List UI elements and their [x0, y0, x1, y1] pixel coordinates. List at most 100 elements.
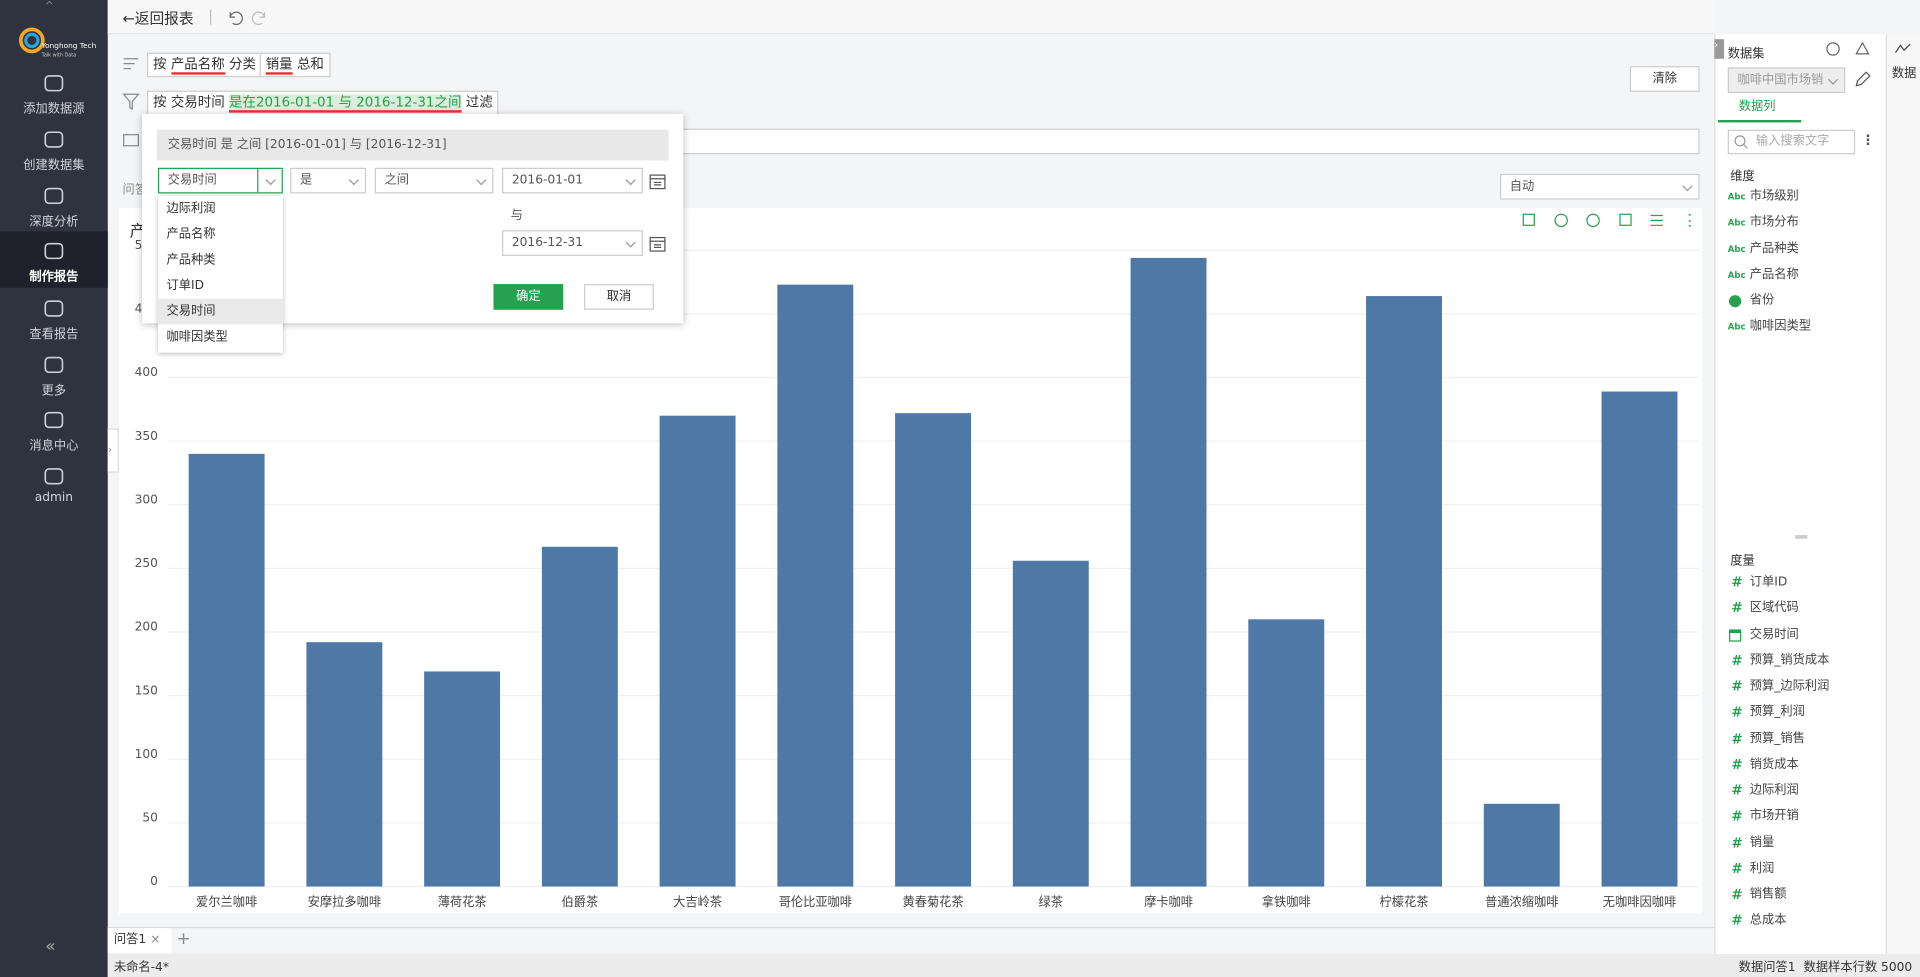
field-type-icon: # — [1731, 704, 1743, 721]
filter-chip[interactable]: 按 交易时间 是在2016-01-01 与 2016-12-31之间 过滤 — [146, 90, 499, 116]
refresh[interactable] — [1826, 42, 1840, 56]
collapse-up[interactable]: ^ — [45, 0, 54, 12]
tool[interactable] — [1522, 213, 1535, 226]
nav-item[interactable]: admin — [0, 457, 108, 513]
search-input[interactable]: 输入搜索文字 — [1727, 129, 1856, 155]
field-item[interactable]: Abc 产品名称 — [1728, 264, 1881, 286]
bar — [1601, 391, 1678, 887]
field-type-icon: Abc — [1727, 192, 1746, 203]
measure-chip[interactable]: 销量 总和 — [259, 52, 330, 78]
calendar-to[interactable] — [649, 235, 666, 252]
tool[interactable] — [1586, 213, 1600, 228]
redo[interactable] — [251, 11, 266, 26]
tool[interactable] — [1619, 213, 1632, 226]
field-item[interactable]: # 销量 — [1728, 832, 1881, 854]
calendar-from[interactable] — [649, 173, 666, 190]
field-item[interactable]: # 总成本 — [1728, 910, 1881, 932]
field-item[interactable]: # 销售额 — [1728, 884, 1881, 906]
back-button[interactable]: ←返回报表 — [122, 7, 193, 28]
more-menu[interactable]: ⋮ — [1861, 132, 1875, 149]
mode-select[interactable]: 自动 — [1500, 173, 1700, 200]
nav-item[interactable]: 添加数据源 — [0, 64, 108, 120]
x-tick-label: 无咖啡因咖啡 — [1603, 894, 1676, 909]
nav-item[interactable]: 深度分析 — [0, 176, 108, 232]
side-tab[interactable]: 数据 — [1891, 67, 1917, 81]
tool[interactable] — [1650, 214, 1663, 226]
nav-label: 创建数据集 — [23, 159, 85, 173]
field-select[interactable]: 交易时间 — [157, 167, 283, 194]
logo-subtext: Talk with Data — [41, 51, 77, 58]
clear-button[interactable]: 清除 — [1629, 66, 1700, 92]
panel-toggle[interactable]: › — [1714, 39, 1725, 59]
field-item[interactable]: # 订单ID — [1728, 572, 1881, 594]
field-type-icon: Abc — [1727, 270, 1746, 281]
field-item[interactable]: Abc 市场级别 — [1728, 186, 1881, 208]
field-item[interactable]: # 销货成本 — [1728, 754, 1881, 776]
operator-select[interactable]: 是 — [290, 167, 367, 194]
condition: 是在2016-01-01 与 2016-12-31之间 — [228, 94, 462, 113]
field-type-icon: # — [1731, 678, 1743, 695]
undo[interactable] — [229, 11, 243, 26]
dropdown-option[interactable]: 交易时间 — [157, 298, 283, 325]
field-item[interactable]: # 市场开销 — [1728, 806, 1881, 828]
field-item[interactable]: Abc 咖啡因类型 — [1728, 316, 1881, 338]
bar — [541, 546, 618, 887]
dropdown-option[interactable]: 产品种类 — [166, 253, 216, 267]
expand-handle[interactable]: › — [107, 428, 119, 473]
logo-text: Yonghong Tech — [41, 41, 97, 51]
chart: 050100150200250300350400450500爱尔兰咖啡安摩拉多咖… — [135, 238, 1699, 909]
field-type-icon: # — [1731, 860, 1743, 877]
collapse-button[interactable]: « — [45, 936, 56, 957]
dropdown-option[interactable]: 订单ID — [166, 279, 205, 293]
status-rows: 数据样本行数 5000 — [1803, 961, 1913, 975]
field-item[interactable]: # 利润 — [1728, 858, 1881, 880]
nav-item[interactable]: 制作报告 — [0, 231, 108, 288]
field: 交易时间 — [170, 94, 225, 111]
dropdown-option[interactable]: 产品名称 — [166, 227, 216, 242]
share[interactable] — [1855, 41, 1870, 55]
edit-dataset[interactable] — [1853, 70, 1873, 90]
field-item[interactable]: # 边际利润 — [1728, 780, 1881, 802]
nav-item[interactable]: 更多 — [0, 345, 108, 401]
field-select-toggle[interactable] — [257, 168, 281, 193]
field-name: 省份 — [1749, 293, 1775, 308]
ok-button[interactable]: 确定 — [493, 284, 564, 310]
tab[interactable]: 问答1 × — [107, 928, 172, 953]
field-item[interactable]: Abc 产品种类 — [1728, 238, 1881, 260]
tab-close[interactable]: × — [150, 933, 161, 947]
nav-label: 制作报告 — [29, 270, 79, 285]
tool[interactable] — [1554, 213, 1568, 228]
text: 过滤 — [465, 94, 493, 111]
group-icon — [123, 58, 139, 70]
splitter[interactable] — [1719, 535, 1881, 539]
dataset-select[interactable]: 咖啡中国市场销 — [1727, 67, 1846, 94]
field: 销量 — [265, 56, 293, 75]
field-item[interactable]: 省份 — [1728, 290, 1881, 312]
nav-item[interactable]: 创建数据集 — [0, 120, 108, 176]
field-name: 订单ID — [1749, 575, 1788, 589]
y-tick-label: 50 — [142, 811, 158, 825]
bar — [1248, 619, 1325, 887]
nav-item[interactable]: 查看报告 — [0, 289, 108, 345]
group-chip[interactable]: 按 产品名称 分类 — [146, 52, 263, 78]
cancel-button[interactable]: 取消 — [584, 284, 654, 310]
field-item[interactable]: Abc 市场分布 — [1728, 212, 1881, 234]
relation-select[interactable]: 之间 — [374, 167, 494, 194]
field-item[interactable]: # 预算_利润 — [1728, 702, 1881, 724]
field-item[interactable]: # 预算_销货成本 — [1728, 650, 1881, 672]
nav-item[interactable]: 消息中心 — [0, 400, 108, 456]
field-item[interactable]: # 预算_边际利润 — [1728, 676, 1881, 698]
back-arrow: ← — [122, 9, 135, 27]
nav-label: 添加数据源 — [23, 102, 85, 117]
field-item[interactable]: 交易时间 — [1728, 624, 1881, 646]
add-tab[interactable]: + — [176, 929, 191, 949]
field-item[interactable]: # 区域代码 — [1728, 598, 1881, 620]
field-item[interactable]: # 预算_销售 — [1728, 728, 1881, 750]
to-date[interactable]: 2016-12-31 — [502, 230, 643, 256]
dropdown-option[interactable]: 咖啡因类型 — [166, 330, 228, 345]
dropdown-option[interactable]: 边际利润 — [166, 202, 216, 216]
field-name: 产品种类 — [1749, 241, 1799, 256]
measures-title: 度量 — [1730, 554, 1755, 569]
panel-tab[interactable]: 数据列 — [1717, 98, 1802, 123]
from-date[interactable]: 2016-01-01 — [502, 167, 643, 194]
